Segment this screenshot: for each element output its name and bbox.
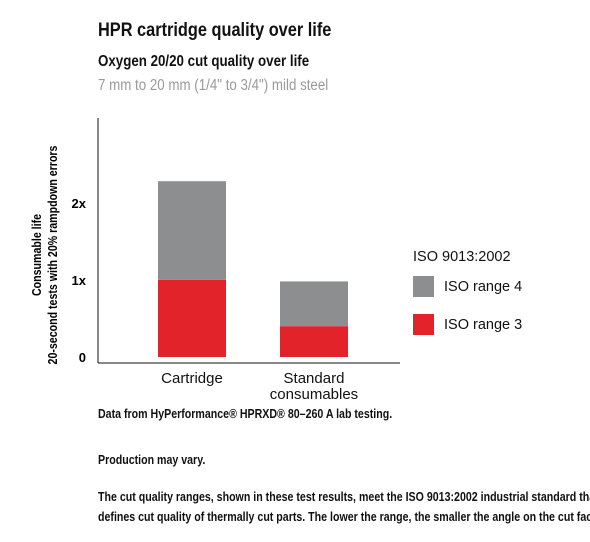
legend-label-iso-range-4: ISO range 4 [444, 278, 523, 295]
bar-standard-consumables-iso-range-4 [280, 281, 348, 327]
note-iso-line2: defines cut quality of thermally cut par… [98, 510, 590, 524]
y-tick-label-2x: 2x [72, 196, 87, 211]
bar-cartridge-iso-range-4 [158, 181, 226, 280]
x-tick-label-standard-consumables: Standard consumables [270, 370, 358, 403]
legend-label-iso-range-3: ISO range 3 [444, 316, 523, 333]
legend-swatch-iso-range-4 [413, 276, 434, 297]
y-axis-label-line2: 20-second tests with 20% rampdown errors [46, 146, 60, 365]
note-data-source: Data from HyPerformance® HPRXD® 80–260 A… [98, 407, 393, 421]
y-axis-label-line1: Consumable life [30, 213, 44, 296]
y-tick-label-0: 0 [79, 350, 86, 365]
bar-chart: 0 1x 2x Cartridge Standard consumables Consu… [30, 118, 400, 403]
legend-swatch-iso-range-3 [413, 314, 434, 335]
legend-item-iso-range-3: ISO range 3 [413, 314, 522, 335]
bar-standard-consumables-iso-range-3 [280, 326, 348, 357]
bars-group [158, 181, 348, 357]
note-production: Production may vary. [98, 453, 206, 467]
chart-title: HPR cartridge quality over life [98, 20, 332, 41]
legend-item-iso-range-4: ISO range 4 [413, 276, 522, 297]
legend-title: ISO 9013:2002 [413, 249, 511, 265]
note-iso-line1: The cut quality ranges, shown in these t… [98, 490, 590, 504]
y-tick-label-1x: 1x [72, 273, 87, 288]
x-tick-label-cartridge: Cartridge [161, 370, 223, 387]
chart-subtitle-material: 7 mm to 20 mm (1/4" to 3/4") mild steel [98, 77, 329, 94]
bar-cartridge-iso-range-3 [158, 279, 226, 357]
chart-subtitle: Oxygen 20/20 cut quality over life [98, 53, 310, 70]
x-labels-group: Cartridge Standard consumables [161, 370, 358, 403]
y-ticks-group: 0 1x 2x [72, 196, 87, 365]
